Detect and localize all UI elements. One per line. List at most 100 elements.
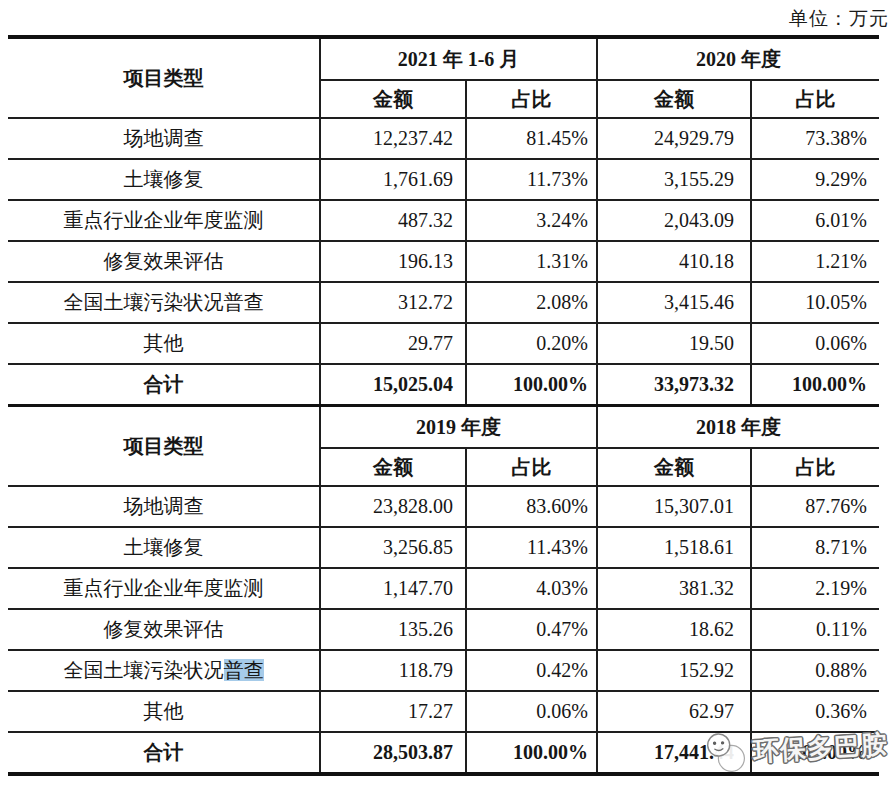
amount-value: 18.62 (597, 609, 751, 650)
table-row: 土壤修复3,256.8511.43%1,518.618.71% (8, 527, 879, 568)
ratio-value: 81.45% (466, 118, 597, 159)
amount-value: 3,155.29 (597, 159, 751, 200)
amount-value: 2,043.09 (597, 200, 751, 241)
ratio-value: 83.60% (466, 486, 597, 527)
row-label: 修复效果评估 (8, 609, 320, 650)
amount-value: 17,441.44 (597, 732, 751, 774)
ratio-value: 100.00% (466, 732, 597, 774)
ratio-value: 0.20% (466, 323, 597, 364)
row-label: 土壤修复 (8, 527, 320, 568)
table-row: 合计15,025.04100.00%33,973.32100.00% (8, 364, 879, 404)
table-row: 重点行业企业年度监测487.323.24%2,043.096.01% (8, 200, 879, 241)
sub-header-amount: 金额 (597, 80, 751, 118)
row-label: 全国土壤污染状况普查 (8, 282, 320, 323)
ratio-value: 1.31% (466, 241, 597, 282)
sub-header-amount: 金额 (320, 80, 466, 118)
sub-header-ratio: 占比 (751, 448, 879, 486)
corner-header: 项目类型 (8, 37, 320, 118)
table-row: 修复效果评估196.131.31%410.181.21% (8, 241, 879, 282)
ratio-value: 0.06% (751, 323, 879, 364)
ratio-value: 0.47% (466, 609, 597, 650)
unit-label: 单位：万元 (789, 6, 889, 32)
amount-value: 1,147.70 (320, 568, 466, 609)
row-label: 全国土壤污染状况普查 (8, 650, 320, 691)
table-row: 修复效果评估135.260.47%18.620.11% (8, 609, 879, 650)
sub-header-ratio: 占比 (466, 80, 597, 118)
year-group-header: 2018 年度 (597, 406, 879, 449)
row-label: 重点行业企业年度监测 (8, 200, 320, 241)
amount-value: 15,307.01 (597, 486, 751, 527)
amount-value: 410.18 (597, 241, 751, 282)
row-label: 修复效果评估 (8, 241, 320, 282)
row-label: 合计 (8, 732, 320, 774)
amount-value: 24,929.79 (597, 118, 751, 159)
amount-value: 28,503.87 (320, 732, 466, 774)
amount-value: 62.97 (597, 691, 751, 732)
table-row: 合计28,503.87100.00%17,441.44100.00% (8, 732, 879, 774)
ratio-value: 0.06% (466, 691, 597, 732)
amount-value: 135.26 (320, 609, 466, 650)
ratio-value: 6.01% (751, 200, 879, 241)
ratio-value: 100.00% (751, 364, 879, 404)
amount-value: 1,761.69 (320, 159, 466, 200)
ratio-value: 11.43% (466, 527, 597, 568)
row-label: 其他 (8, 691, 320, 732)
table-row: 土壤修复1,761.6911.73%3,155.299.29% (8, 159, 879, 200)
amount-value: 3,256.85 (320, 527, 466, 568)
amount-value: 1,518.61 (597, 527, 751, 568)
amount-value: 3,415.46 (597, 282, 751, 323)
amount-value: 33,973.32 (597, 364, 751, 404)
amount-value: 196.13 (320, 241, 466, 282)
year-group-header: 2020 年度 (597, 37, 879, 80)
amount-value: 15,025.04 (320, 364, 466, 404)
corner-header: 项目类型 (8, 406, 320, 487)
ratio-value: 3.24% (466, 200, 597, 241)
ratio-value: 0.88% (751, 650, 879, 691)
amount-value: 23,828.00 (320, 486, 466, 527)
revenue-table-2: 项目类型2019 年度2018 年度金额占比金额占比场地调查23,828.008… (8, 404, 879, 776)
ratio-value: 2.19% (751, 568, 879, 609)
ratio-value: 2.08% (466, 282, 597, 323)
sub-header-ratio: 占比 (466, 448, 597, 486)
row-label: 场地调查 (8, 118, 320, 159)
ratio-value: 100.00% (751, 732, 879, 774)
amount-value: 118.79 (320, 650, 466, 691)
table-row: 其他17.270.06%62.970.36% (8, 691, 879, 732)
row-label: 其他 (8, 323, 320, 364)
ratio-value: 0.11% (751, 609, 879, 650)
ratio-value: 87.76% (751, 486, 879, 527)
amount-value: 381.32 (597, 568, 751, 609)
sub-header-ratio: 占比 (751, 80, 879, 118)
document-page: { "unit_label": "单位：万元", "watermark": { … (0, 0, 895, 789)
table-row: 场地调查12,237.4281.45%24,929.7973.38% (8, 118, 879, 159)
amount-value: 152.92 (597, 650, 751, 691)
selected-text: 普查 (224, 659, 264, 681)
amount-value: 19.50 (597, 323, 751, 364)
year-group-header: 2019 年度 (320, 406, 597, 449)
table-row: 全国土壤污染状况普查312.722.08%3,415.4610.05% (8, 282, 879, 323)
ratio-value: 8.71% (751, 527, 879, 568)
ratio-value: 11.73% (466, 159, 597, 200)
ratio-value: 1.21% (751, 241, 879, 282)
amount-value: 17.27 (320, 691, 466, 732)
revenue-tables: 项目类型2021 年 1-6 月2020 年度金额占比金额占比场地调查12,23… (8, 35, 879, 776)
ratio-value: 0.36% (751, 691, 879, 732)
amount-value: 29.77 (320, 323, 466, 364)
ratio-value: 10.05% (751, 282, 879, 323)
row-label: 场地调查 (8, 486, 320, 527)
table-row: 全国土壤污染状况普查118.790.42%152.920.88% (8, 650, 879, 691)
amount-value: 12,237.42 (320, 118, 466, 159)
sub-header-amount: 金额 (597, 448, 751, 486)
sub-header-amount: 金额 (320, 448, 466, 486)
year-group-header: 2021 年 1-6 月 (320, 37, 597, 80)
amount-value: 312.72 (320, 282, 466, 323)
row-label: 重点行业企业年度监测 (8, 568, 320, 609)
table-row: 重点行业企业年度监测1,147.704.03%381.322.19% (8, 568, 879, 609)
revenue-table-1: 项目类型2021 年 1-6 月2020 年度金额占比金额占比场地调查12,23… (8, 35, 879, 404)
table-row: 场地调查23,828.0083.60%15,307.0187.76% (8, 486, 879, 527)
ratio-value: 0.42% (466, 650, 597, 691)
ratio-value: 100.00% (466, 364, 597, 404)
ratio-value: 9.29% (751, 159, 879, 200)
table-row: 其他29.770.20%19.500.06% (8, 323, 879, 364)
ratio-value: 73.38% (751, 118, 879, 159)
